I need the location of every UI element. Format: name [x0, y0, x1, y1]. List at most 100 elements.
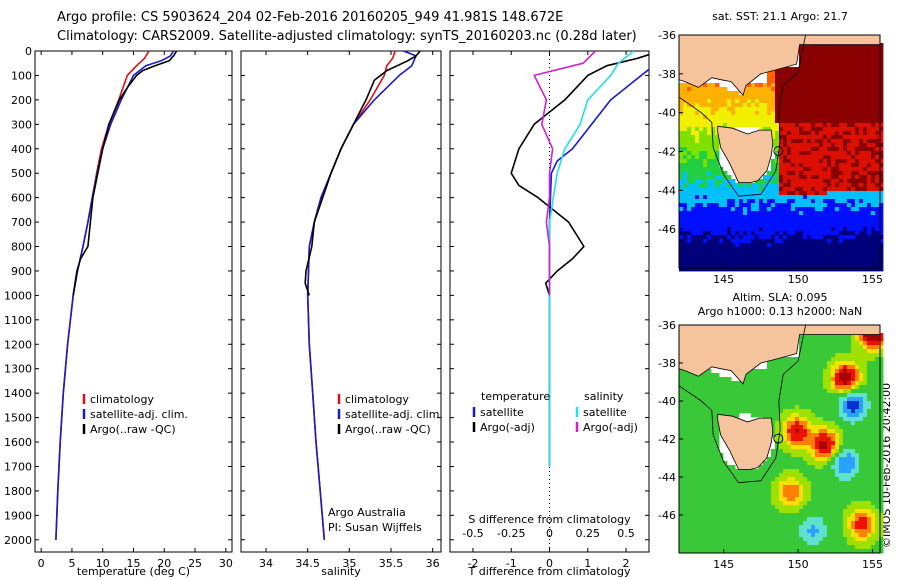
sst-map-cell [831, 179, 836, 184]
sla-map-cell [855, 333, 860, 338]
sst-map-cell [855, 123, 860, 128]
sla-map-cell [759, 489, 764, 494]
sst-map-cell [875, 215, 880, 220]
sla-map-cell [771, 401, 776, 406]
sst-map-cell [851, 179, 856, 184]
sst-map-cell [819, 127, 824, 132]
sst-map-cell [739, 259, 744, 264]
sla-map-cell [843, 537, 848, 542]
sst-map-cell [723, 199, 728, 204]
sst-map-cell [839, 47, 844, 52]
sla-map-cell [763, 485, 768, 490]
sst-map-cell [767, 199, 772, 204]
sst-map-cell [759, 187, 764, 192]
sla-map-cell [723, 533, 728, 538]
depth-tick-label: 900 [11, 265, 32, 278]
sla-map-cell [839, 525, 844, 530]
sst-map-cell [855, 243, 860, 248]
sst-map-cell [799, 111, 804, 116]
sst-map-cell [679, 203, 684, 208]
sst-map-cell [819, 139, 824, 144]
sla-map-cell [835, 493, 840, 498]
sst-map-cell [767, 119, 772, 124]
sla-map-cell [791, 529, 796, 534]
sst-map-cell [779, 143, 784, 148]
sst-map-cell [723, 171, 728, 176]
sla-map-cell [807, 497, 812, 502]
sst-map-cell [807, 135, 812, 140]
sst-map-cell [851, 263, 856, 268]
sla-map-cell [839, 425, 844, 430]
sla-map-cell [827, 441, 832, 446]
sst-map-cell [727, 175, 732, 180]
sla-map-cell [815, 349, 820, 354]
sst-map-cell [815, 143, 820, 148]
sst-map-cell [811, 59, 816, 64]
sla-map-cell [743, 481, 748, 486]
sla-map-cell [811, 525, 816, 530]
sst-map-cell [795, 235, 800, 240]
sla-map-cell [831, 345, 836, 350]
sla-map-cell [799, 357, 804, 362]
sst-map-cell [791, 111, 796, 116]
sst-map-cell [715, 255, 720, 260]
sla-map-cell [847, 449, 852, 454]
sst-map-cell [871, 155, 876, 160]
sla-map-cell [691, 477, 696, 482]
sst-map-cell [835, 63, 840, 68]
sla-map-cell [727, 513, 732, 518]
sst-map-cell [707, 151, 712, 156]
sla-map-cell [731, 393, 736, 398]
sst-map-cell [775, 83, 780, 88]
sst-map-y-tick-label: -40 [658, 107, 676, 120]
sla-map-cell [755, 513, 760, 518]
sst-map-cell [855, 227, 860, 232]
sla-map-cell [775, 433, 780, 438]
sst-map-cell [807, 175, 812, 180]
sst-map-cell [819, 247, 824, 252]
sst-map-cell [759, 231, 764, 236]
sla-map-cell [751, 393, 756, 398]
sla-map-cell [695, 425, 700, 430]
sst-map-cell [691, 99, 696, 104]
sst-map-cell [775, 187, 780, 192]
sst-map-cell [863, 143, 868, 148]
sla-map-cell [679, 421, 684, 426]
sla-map-cell [779, 409, 784, 414]
sst-map-cell [843, 59, 848, 64]
sst-map-cell [839, 67, 844, 72]
sst-map-cell [791, 119, 796, 124]
sst-map-cell [703, 223, 708, 228]
sla-map-cell [851, 409, 856, 414]
sst-map-cell [879, 259, 884, 264]
sla-map-cell [723, 493, 728, 498]
sst-map-cell [751, 187, 756, 192]
sla-map-cell [875, 333, 880, 338]
sst-map-cell [735, 251, 740, 256]
sst-map-cell [819, 175, 824, 180]
sla-map-cell [695, 509, 700, 514]
sst-map-cell [839, 55, 844, 60]
sst-map-cell [723, 107, 728, 112]
sla-map-cell [791, 465, 796, 470]
sst-map-cell [843, 43, 848, 48]
sla-map-cell [831, 397, 836, 402]
sst-map-cell [783, 183, 788, 188]
sst-map-cell [695, 175, 700, 180]
sla-map-cell [803, 473, 808, 478]
sst-map-cell [683, 119, 688, 124]
sst-map-cell [803, 203, 808, 208]
sla-map-cell [807, 373, 812, 378]
salinity-annotation-1: Argo Australia [328, 506, 406, 519]
sla-map-cell [879, 393, 884, 398]
sst-map-cell [867, 71, 872, 76]
sla-map-cell [867, 517, 872, 522]
sla-map-cell [803, 493, 808, 498]
sla-map-cell [687, 449, 692, 454]
sst-map-cell [691, 251, 696, 256]
sst-map-cell [787, 179, 792, 184]
sst-map-cell [827, 59, 832, 64]
sla-map-cell [855, 393, 860, 398]
sst-map-cell [751, 95, 756, 100]
sla-map-cell [751, 485, 756, 490]
